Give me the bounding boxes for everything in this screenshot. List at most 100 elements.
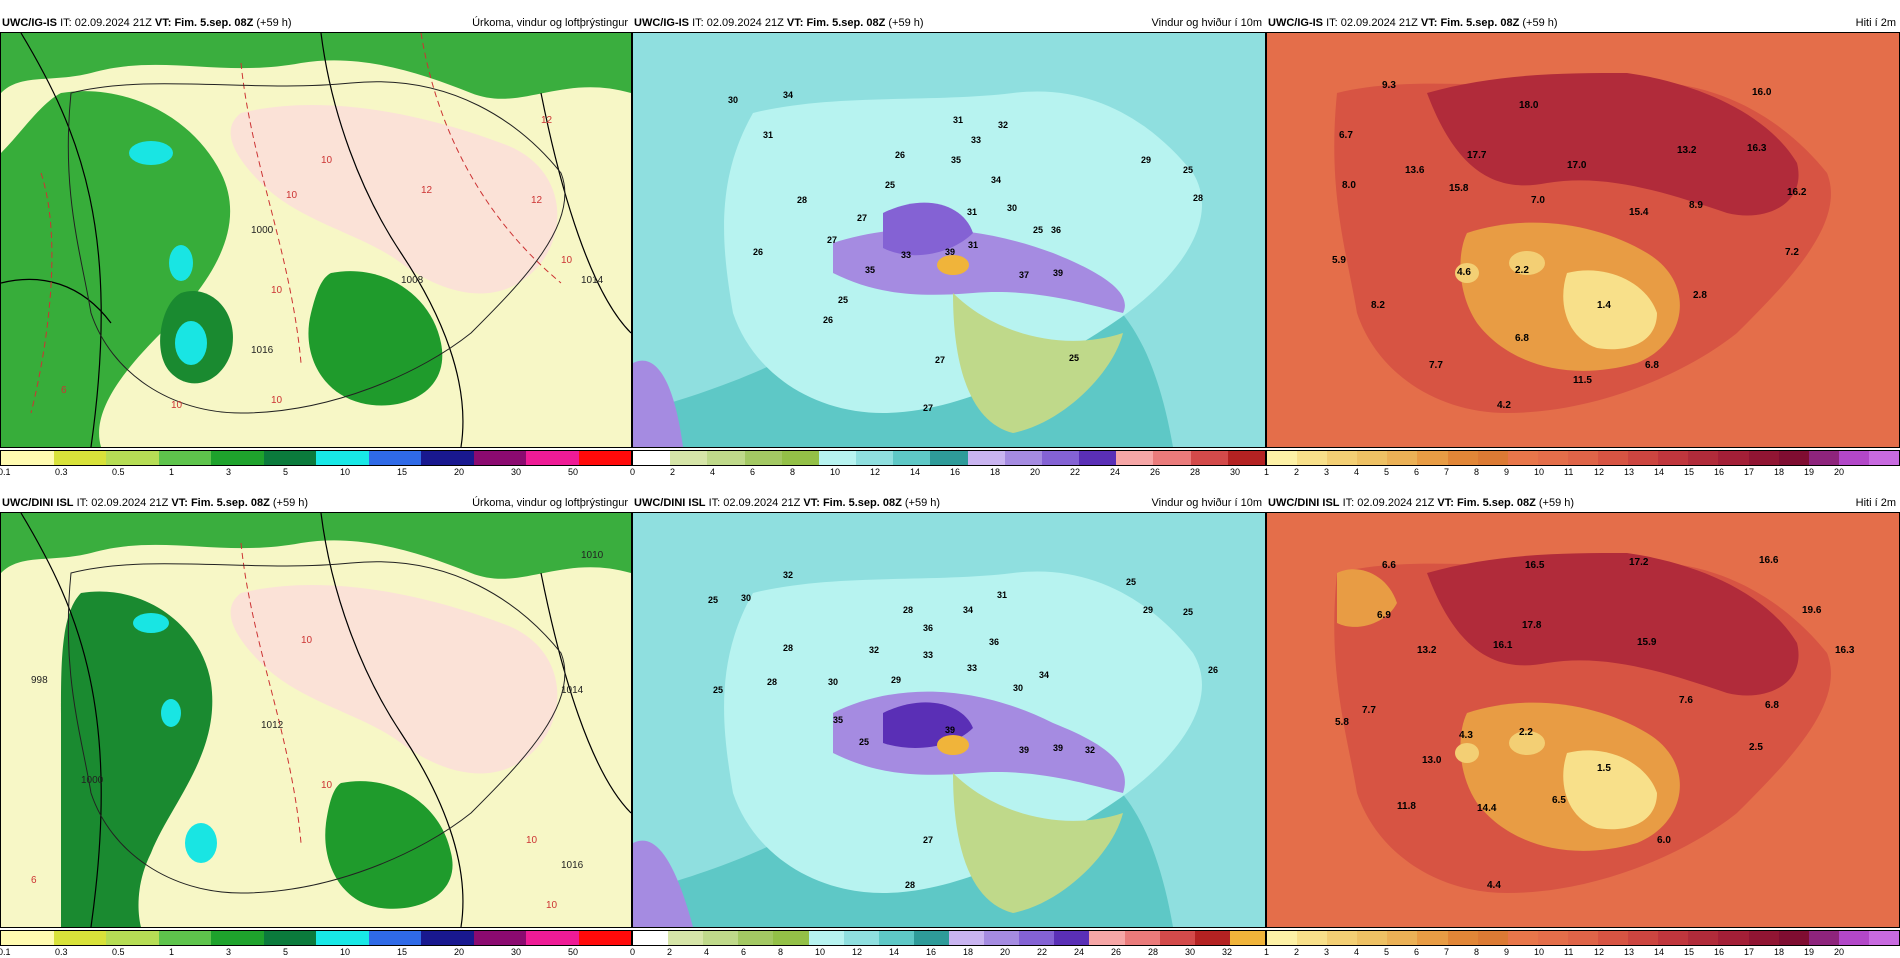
- colorbar-tick: 50: [568, 467, 579, 477]
- panel-wind-igis: UWC/IG-IS IT: 02.09.2024 21Z VT: Fim. 5.…: [630, 14, 1266, 477]
- map-label: 31: [997, 590, 1007, 600]
- map-label: 30: [741, 593, 751, 603]
- colorbar-tick: 9: [1504, 467, 1510, 477]
- colorbar-tick: 1: [169, 467, 175, 477]
- it-label: IT:: [60, 17, 72, 29]
- temp-map[interactable]: 6.6 16.5 17.2 16.6 6.9 17.8 19.6 13.2 16…: [1266, 512, 1900, 928]
- colorbar-tick: 0.3: [55, 947, 68, 957]
- map-label: 25: [1183, 607, 1193, 617]
- colorbar-tick: 0.1: [0, 467, 11, 477]
- map-label: 1.5: [1597, 763, 1611, 774]
- map-label: 33: [967, 663, 977, 673]
- colorbar-tick: 6: [741, 947, 747, 957]
- vt-value: Fim. 5.sep. 08Z: [190, 497, 270, 509]
- wind-colorbar: 0 2 4 6 8 10 12 14 16 18 20 22 24 26 28 …: [630, 930, 1266, 958]
- colorbar-tick: 10: [815, 947, 826, 957]
- map-label: 8.9: [1689, 200, 1703, 211]
- map-label: 25: [1033, 225, 1043, 235]
- temp-map[interactable]: 9.3 18.0 16.0 6.7 17.7 13.2 13.6 17.0 16…: [1266, 32, 1900, 448]
- colorbar-tick: 12: [870, 467, 881, 477]
- map-label: 39: [945, 247, 955, 257]
- lead-time: (+59 h): [256, 17, 292, 29]
- map-label: 16.3: [1835, 645, 1855, 656]
- wind-map[interactable]: 32 25 30 28 34 31 25 36 29 28 32 33 36 3…: [632, 512, 1266, 928]
- precip-labels: 1010 998 1000 1012 1014 1016 10 10 10 6 …: [31, 550, 604, 911]
- map-label: 1000: [81, 775, 104, 786]
- model-name: UWC/IG-IS: [634, 17, 689, 29]
- colorbar-tick: 20: [454, 947, 465, 957]
- colorbar-tick: 14: [910, 467, 921, 477]
- colorbar-tick: 4: [710, 467, 716, 477]
- lead-time: (+59 h): [272, 497, 309, 509]
- vt-label: VT:: [154, 17, 172, 29]
- map-label: 19.6: [1802, 605, 1822, 616]
- colorbar-tick: 30: [1185, 947, 1196, 957]
- map-label: 16.1: [1493, 640, 1513, 651]
- map-label: 28: [905, 880, 915, 890]
- colorbar-tick: 11: [1564, 947, 1574, 957]
- map-label: 10: [301, 635, 313, 646]
- map-label: 31: [967, 207, 977, 217]
- colorbar-tick: 14: [1654, 947, 1665, 957]
- map-label: 35: [951, 155, 961, 165]
- precip-colorbar: 0.1 0.3 0.5 1 3 5 10 15 20 30 50: [0, 450, 632, 478]
- map-label: 17.2: [1629, 557, 1649, 568]
- map-label: 25: [838, 295, 848, 305]
- colorbar-tick: 10: [830, 467, 841, 477]
- map-label: 36: [923, 623, 933, 633]
- colorbar-tick: 5: [1384, 467, 1390, 477]
- colorbar-tick: 3: [1324, 467, 1330, 477]
- colorbar-tick: 8: [1474, 467, 1480, 477]
- colorbar-tick: 13: [1624, 467, 1635, 477]
- it-label: IT:: [76, 497, 89, 509]
- map-label: 27: [935, 355, 945, 365]
- map-label: 25: [1183, 165, 1193, 175]
- colorbar-ticks: 0 2 4 6 8 10 12 14 16 18 20 22 24 26 28 …: [630, 946, 1266, 958]
- panel-title: Úrkoma, vindur og loftþrýstingur: [472, 17, 628, 29]
- colorbar-tick: 14: [1654, 467, 1665, 477]
- precip-map[interactable]: 1010 998 1000 1012 1014 1016 10 10 10 6 …: [0, 512, 632, 928]
- model-name: UWC/DINI ISL: [2, 497, 74, 509]
- it-value: 02.09.2024 21Z: [723, 497, 801, 509]
- map-label: 16.2: [1787, 187, 1807, 198]
- map-label: 1000: [251, 225, 274, 236]
- map-label: 15.9: [1637, 637, 1657, 648]
- map-label: 33: [901, 250, 911, 260]
- map-label: 28: [783, 643, 793, 653]
- colorbar-tick: 28: [1190, 467, 1201, 477]
- map-label: 7.0: [1531, 195, 1545, 206]
- panel-header: UWC/DINI ISL IT: 02.09.2024 21Z VT: Fim.…: [1266, 494, 1900, 512]
- panel-header: UWC/IG-IS IT: 02.09.2024 21Z VT: Fim. 5.…: [632, 14, 1266, 32]
- colorbar-ticks: 1 2 3 4 5 6 7 8 9 10 11 12 13 14 15 16 1…: [1264, 466, 1900, 478]
- colorbar-tick: 18: [990, 467, 1001, 477]
- map-label: 8.0: [1342, 180, 1356, 191]
- map-label: 6.8: [1515, 333, 1529, 344]
- colorbar-tick: 0.1: [0, 947, 11, 957]
- map-label: 7.7: [1429, 360, 1443, 371]
- map-label: 4.2: [1497, 400, 1511, 411]
- wind-map[interactable]: 30 34 31 31 33 32 26 35 25 34 28 27 31 3…: [632, 32, 1266, 448]
- colorbar-tick: 15: [397, 467, 408, 477]
- temp-colorbar: 1 2 3 4 5 6 7 8 9 10 11 12 13 14 15 16 1…: [1264, 450, 1900, 478]
- map-label: 30: [728, 95, 738, 105]
- vt-value: Fim. 5.sep. 08Z: [1456, 497, 1536, 509]
- colorbar-tick: 18: [1774, 467, 1785, 477]
- map-label: 30: [1013, 683, 1023, 693]
- map-label: 36: [989, 637, 999, 647]
- colorbar-tick: 8: [778, 947, 784, 957]
- colorbar-tick: 15: [397, 947, 408, 957]
- colorbar-tick: 22: [1037, 947, 1048, 957]
- colorbar-tick: 0: [630, 467, 636, 477]
- panel-title: Vindur og hviður í 10m: [1151, 497, 1262, 509]
- colorbar-tick: 30: [1230, 467, 1241, 477]
- map-label: 17.0: [1567, 160, 1587, 171]
- map-label: 2.2: [1515, 265, 1529, 276]
- map-label: 7.2: [1785, 247, 1799, 258]
- colorbar-tick: 14: [889, 947, 900, 957]
- colorbar-tick: 6: [1414, 467, 1420, 477]
- map-label: 13.6: [1405, 165, 1425, 176]
- precip-map[interactable]: 12 10 10 12 12 10 10 6 10 10 1000 1008 1…: [0, 32, 632, 448]
- map-label: 1014: [561, 685, 584, 696]
- map-label: 16.5: [1525, 560, 1545, 571]
- colorbar-tick: 10: [340, 467, 351, 477]
